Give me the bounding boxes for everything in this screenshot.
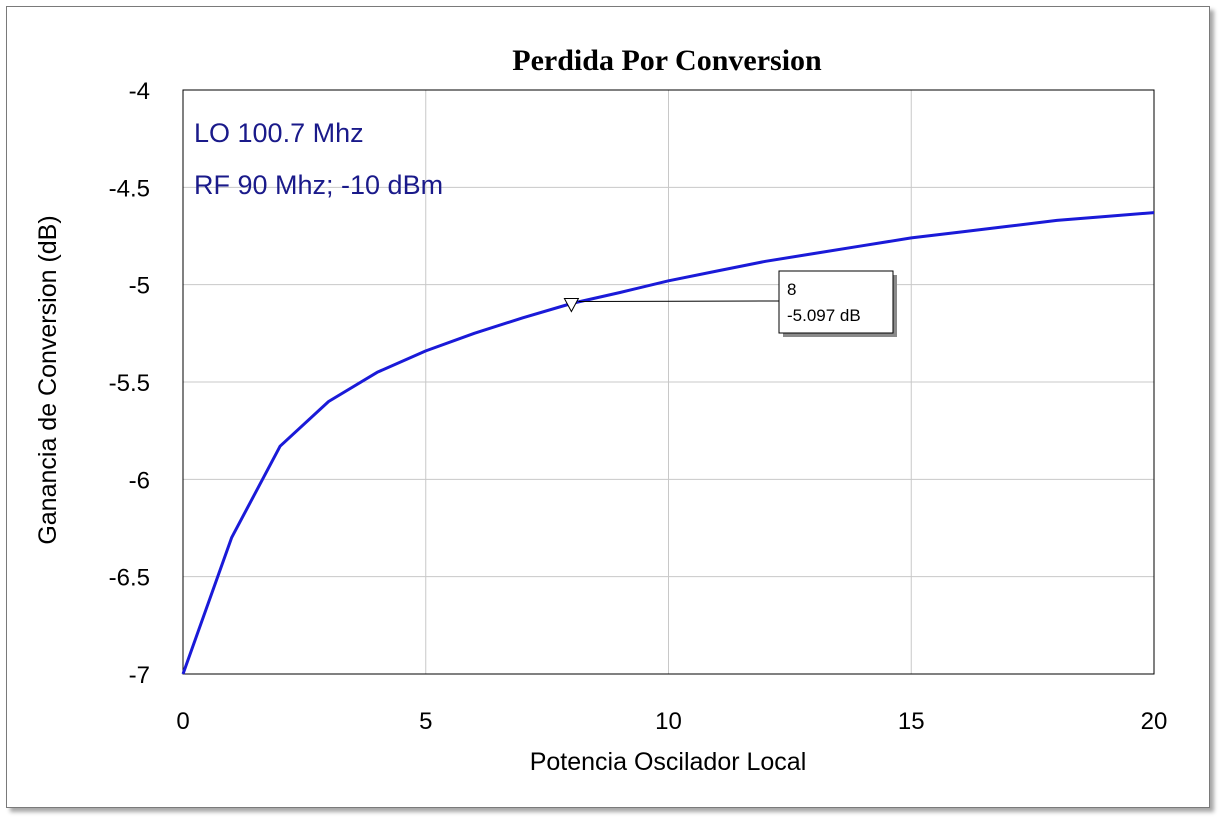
grid-layer (183, 90, 1154, 674)
series-layer (181, 211, 1155, 675)
y-tick-label: -5 (129, 273, 150, 300)
y-tick-label: -4 (129, 78, 150, 105)
marker-x-value: 8 (787, 280, 796, 299)
x-tick-label: 15 (898, 708, 925, 735)
plot-area (182, 89, 1155, 675)
y-tick-label: -5.5 (109, 370, 150, 397)
chart-title: Perdida Por Conversion (512, 44, 822, 77)
x-tick-label: 20 (1141, 708, 1168, 735)
series-line (181, 211, 1155, 675)
x-tick-label: 10 (655, 708, 682, 735)
y-tick-label: -4.5 (109, 175, 150, 202)
x-tick-label: 0 (176, 708, 189, 735)
y-tick-label: -6.5 (109, 565, 150, 592)
data-marker[interactable]: 8 -5.097 dB (563, 270, 897, 337)
marker-y-value: -5.097 dB (787, 306, 861, 325)
marker-leader-line (578, 300, 780, 303)
x-tick-label: 5 (419, 708, 432, 735)
marker-triangle-icon[interactable] (563, 298, 580, 313)
annotation-rf: RF 90 Mhz; -10 dBm (194, 170, 443, 200)
tick-labels: 0 5 10 15 20 -4 -4.5 -5 -5.5 -6 -6.5 -7 (109, 78, 1168, 735)
x-axis-label: Potencia Oscilador Local (530, 748, 807, 776)
y-tick-label: -6 (129, 467, 150, 494)
y-axis-label: Ganancia de Conversion (dB) (34, 215, 62, 544)
marker-box (778, 270, 894, 334)
annotation-lo: LO 100.7 Mhz (194, 118, 364, 148)
y-tick-label: -7 (129, 662, 150, 689)
